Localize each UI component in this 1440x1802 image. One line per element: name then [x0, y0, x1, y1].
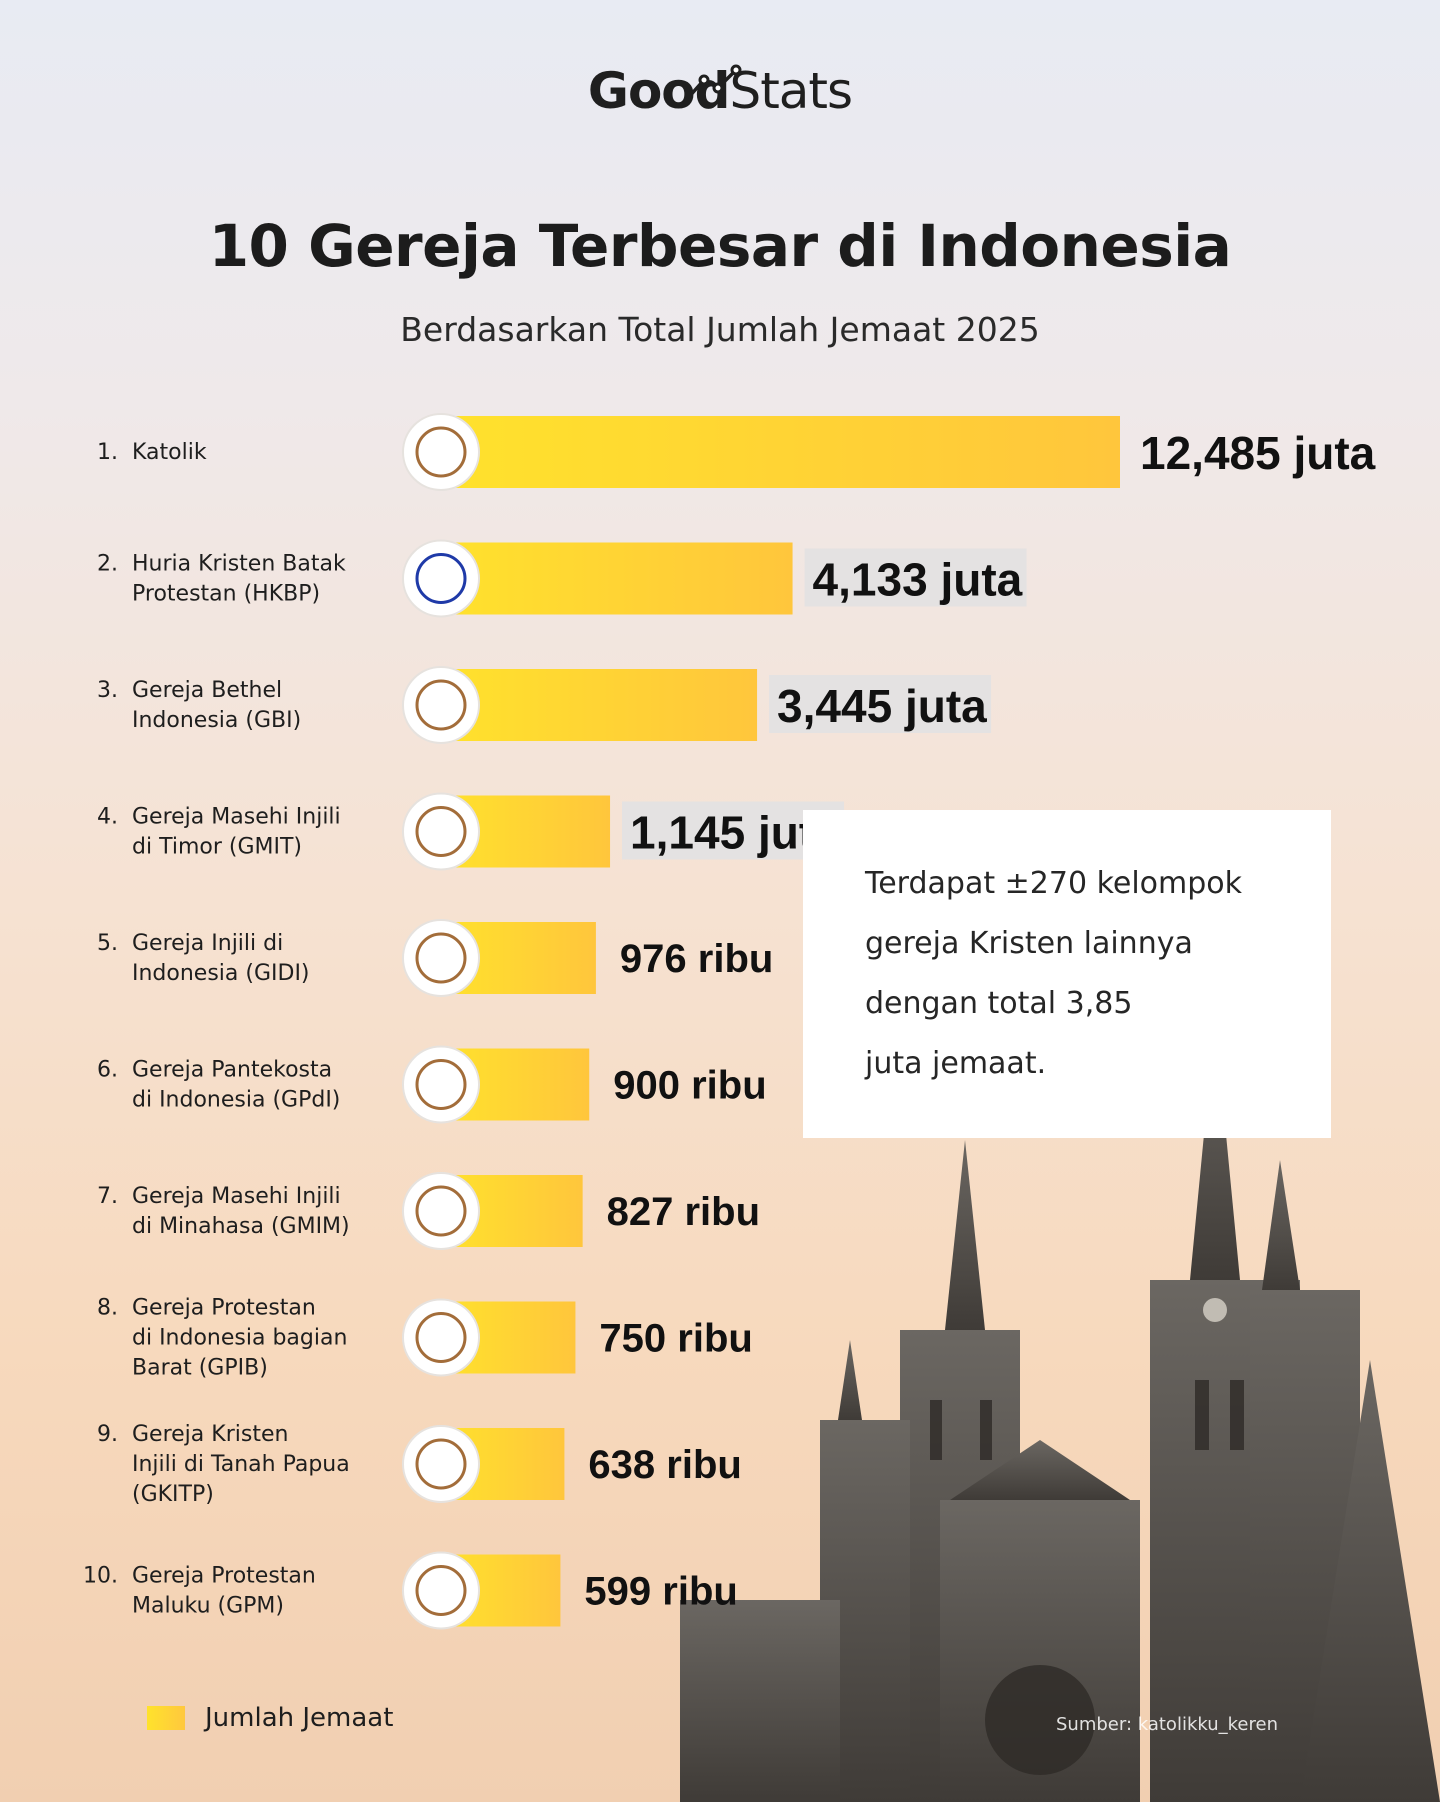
church-emblem-icon: [415, 1312, 467, 1363]
category-label: Indonesia (GIDI): [132, 961, 310, 986]
category-label: di Indonesia bagian: [132, 1326, 347, 1351]
category-label: Indonesia (GBI): [132, 708, 301, 733]
value-label: 3,445 juta: [777, 680, 987, 732]
rank-label: 6.: [97, 1058, 118, 1083]
goodstats-logo: GoodStats: [0, 62, 1440, 120]
value-label: 12,485 juta: [1140, 427, 1376, 479]
category-label: Gereja Masehi Injili: [132, 805, 341, 830]
church-logo-icon: [402, 666, 480, 744]
category-label: Gereja Bethel: [132, 678, 282, 703]
info-line-2: gereja Kristen lainnya: [865, 926, 1193, 961]
value-label: 638 ribu: [588, 1443, 741, 1487]
church-logo-icon: [402, 539, 480, 618]
category-label: di Minahasa (GMIM): [132, 1214, 350, 1239]
category-label: (GKITP): [132, 1482, 214, 1507]
rank-label: 10.: [83, 1564, 118, 1589]
church-logo-icon: [402, 1172, 480, 1250]
church-emblem-icon: [415, 806, 467, 857]
category-label: Katolik: [132, 440, 207, 465]
church-logo-icon: [402, 1298, 480, 1377]
value-label: 827 ribu: [607, 1190, 760, 1234]
rank-label: 1.: [97, 440, 118, 465]
rank-label: 2.: [97, 552, 118, 577]
page-subtitle: Berdasarkan Total Jumlah Jemaat 2025: [400, 310, 1040, 349]
church-emblem-icon: [415, 1438, 467, 1490]
value-label: 599 ribu: [584, 1570, 737, 1614]
church-emblem-icon: [415, 426, 467, 478]
source-credit: Sumber: katolikku_keren: [1056, 1714, 1278, 1735]
info-line-4: juta jemaat.: [865, 1046, 1047, 1081]
rank-label: 7.: [97, 1184, 118, 1209]
logo-good: Good: [587, 62, 731, 120]
church-logo-icon: [402, 413, 480, 491]
category-label: Gereja Pantekosta: [132, 1058, 332, 1083]
rank-label: 4.: [97, 805, 118, 830]
legend-label: Jumlah Jemaat: [205, 1703, 394, 1733]
church-emblem-icon: [415, 553, 467, 604]
category-label: di Indonesia (GPdI): [132, 1088, 340, 1113]
rank-label: 3.: [97, 678, 118, 703]
info-line-3: dengan total 3,85: [865, 986, 1133, 1021]
church-emblem-icon: [415, 679, 467, 731]
value-label: 4,133 juta: [813, 554, 1023, 606]
bar-2: [440, 542, 793, 615]
page-title: 10 Gereja Terbesar di Indonesia: [208, 212, 1232, 280]
category-label: Protestan (HKBP): [132, 582, 320, 607]
category-label: Barat (GPIB): [132, 1356, 268, 1381]
church-emblem-icon: [415, 1565, 467, 1616]
category-label: Gereja Masehi Injili: [132, 1184, 341, 1209]
legend-swatch: [147, 1706, 185, 1730]
church-emblem-icon: [415, 932, 467, 984]
rank-label: 8.: [97, 1296, 118, 1321]
category-label: Injili di Tanah Papua: [132, 1452, 350, 1477]
category-label: Gereja Protestan: [132, 1296, 316, 1321]
church-emblem-icon: [415, 1059, 467, 1110]
value-label: 976 ribu: [620, 937, 773, 981]
legend: Jumlah Jemaat: [147, 1703, 393, 1733]
rank-label: 5.: [97, 931, 118, 956]
category-label: Huria Kristen Batak: [132, 552, 346, 577]
category-label: di Timor (GMIT): [132, 835, 302, 860]
value-label: 900 ribu: [613, 1064, 766, 1108]
church-logo-icon: [402, 792, 480, 871]
category-label: Maluku (GPM): [132, 1594, 284, 1619]
chart-line-icon: [686, 64, 742, 100]
bar-1: [440, 416, 1120, 488]
logo-stats: Stats: [729, 62, 853, 120]
info-box: Terdapat ±270 kelompok gereja Kristen la…: [803, 810, 1331, 1138]
value-label-highlight: [804, 548, 1027, 607]
bar-chart: 12,485 juta 1. Katolik 4,133 juta 2. Huria Kr…: [83, 413, 1376, 1630]
value-label-highlight: [769, 675, 992, 733]
church-logo-icon: [402, 1551, 480, 1630]
rank-label: 9.: [97, 1422, 118, 1447]
info-line-1: Terdapat ±270 kelompok: [865, 866, 1243, 901]
church-logo-icon: [402, 919, 480, 997]
value-label: 750 ribu: [599, 1317, 752, 1361]
church-emblem-icon: [415, 1185, 467, 1237]
category-label: Gereja Kristen: [132, 1422, 288, 1447]
bar-3: [440, 669, 758, 741]
church-logo-icon: [402, 1425, 480, 1503]
category-label: Gereja Protestan: [132, 1564, 316, 1589]
category-label: Gereja Injili di: [132, 931, 283, 956]
church-logo-icon: [402, 1045, 480, 1124]
